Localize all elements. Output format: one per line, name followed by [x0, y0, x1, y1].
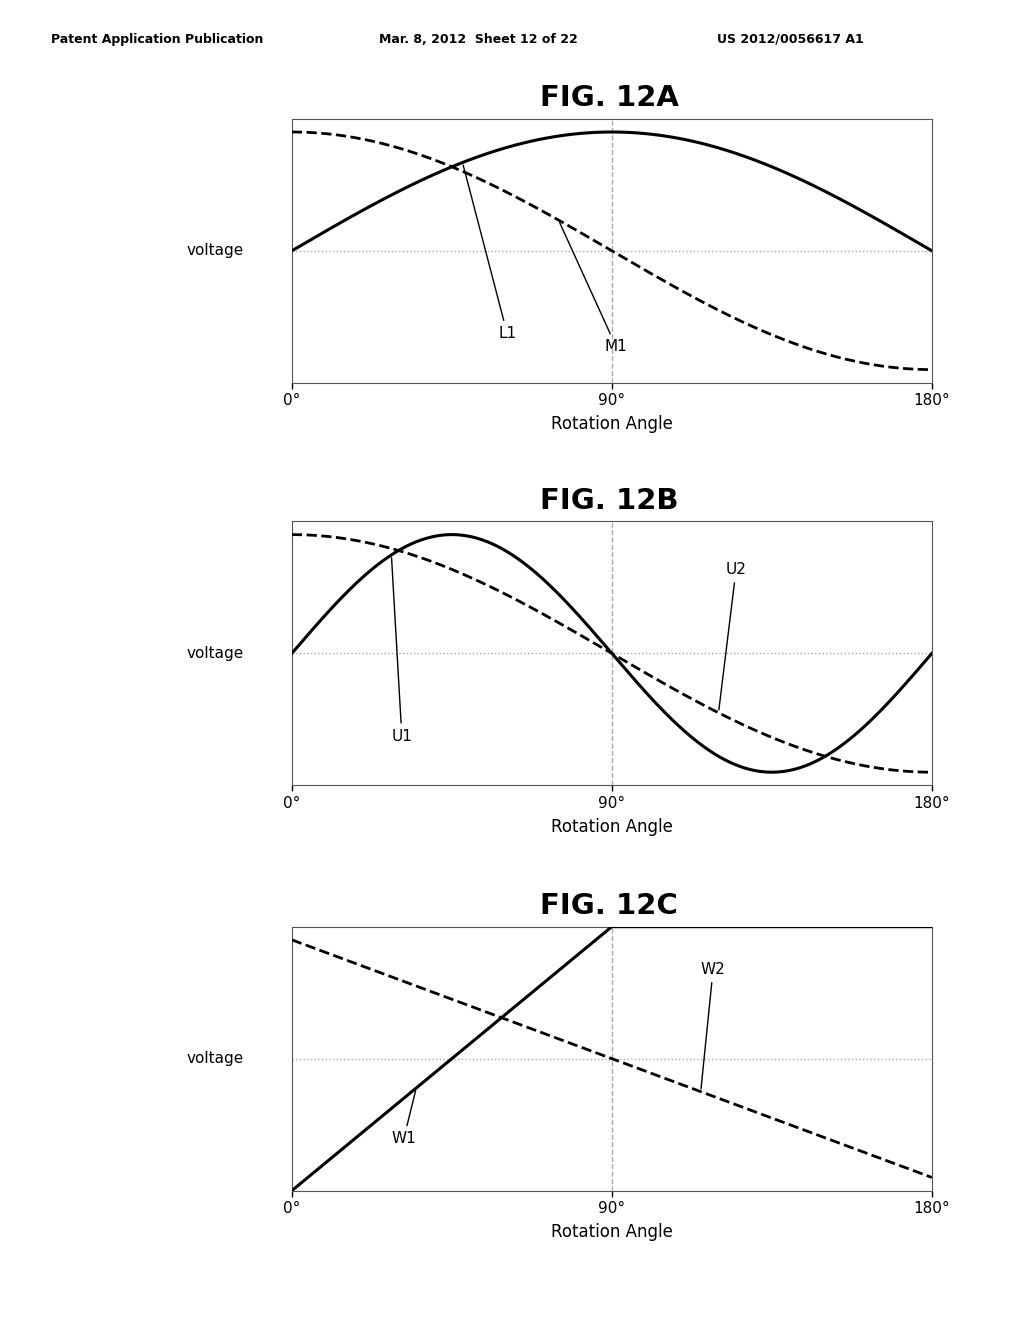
Text: M1: M1	[560, 223, 628, 354]
Text: Patent Application Publication: Patent Application Publication	[51, 33, 263, 46]
Text: L1: L1	[463, 165, 516, 341]
X-axis label: Rotation Angle: Rotation Angle	[551, 818, 673, 836]
Text: US 2012/0056617 A1: US 2012/0056617 A1	[717, 33, 863, 46]
Text: FIG. 12B: FIG. 12B	[540, 487, 679, 515]
Text: Mar. 8, 2012  Sheet 12 of 22: Mar. 8, 2012 Sheet 12 of 22	[379, 33, 578, 46]
Text: W2: W2	[700, 962, 725, 1089]
Text: FIG. 12A: FIG. 12A	[540, 84, 679, 112]
Text: U2: U2	[719, 562, 746, 710]
Text: voltage: voltage	[186, 243, 244, 259]
Text: voltage: voltage	[186, 1051, 244, 1067]
Text: U1: U1	[391, 557, 413, 743]
Text: voltage: voltage	[186, 645, 244, 661]
Text: FIG. 12C: FIG. 12C	[541, 892, 678, 920]
X-axis label: Rotation Angle: Rotation Angle	[551, 1224, 673, 1241]
Text: W1: W1	[391, 1090, 416, 1146]
X-axis label: Rotation Angle: Rotation Angle	[551, 416, 673, 433]
